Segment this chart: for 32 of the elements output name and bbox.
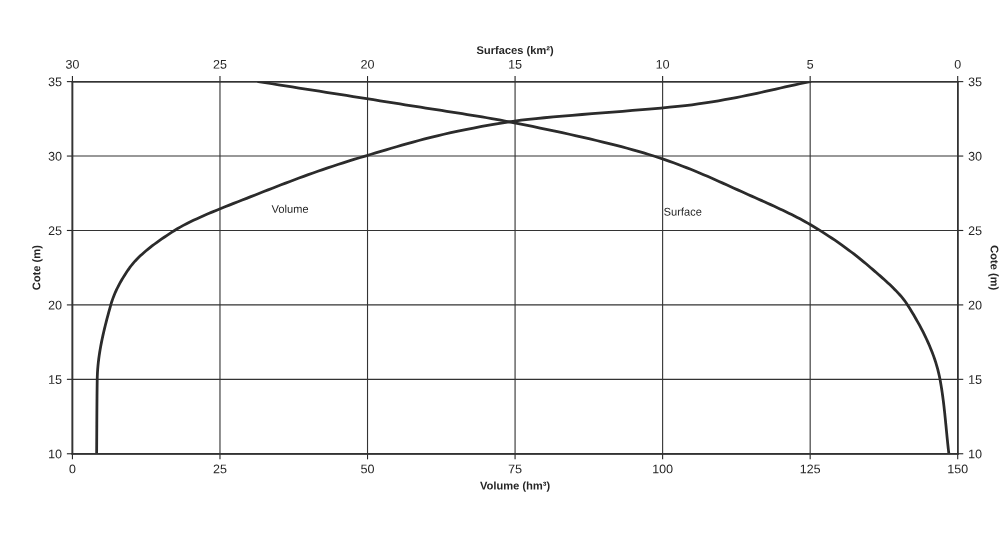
x-tick-label: 75 bbox=[508, 464, 522, 474]
x-tick-label: 50 bbox=[361, 464, 374, 474]
annotation: Surface bbox=[664, 207, 702, 216]
x2-tick-label: 10 bbox=[656, 59, 670, 69]
y-tick-label: 20 bbox=[48, 300, 62, 310]
x2-tick-label: 0 bbox=[954, 59, 961, 69]
y2-tick-label: 10 bbox=[969, 449, 982, 459]
x-tick-label: 150 bbox=[948, 464, 968, 474]
x-tick-label: 0 bbox=[69, 464, 76, 474]
x-tick-label: 125 bbox=[800, 464, 821, 474]
y2-axis-title: Cote (m) bbox=[988, 245, 999, 290]
annotation: Volume bbox=[271, 204, 309, 213]
y-tick-label: 30 bbox=[48, 151, 62, 161]
x-tick-label: 100 bbox=[653, 464, 673, 474]
x-axis-title: Volume (hm³) bbox=[480, 481, 550, 492]
y2-tick-label: 15 bbox=[969, 375, 982, 384]
y2-tick-label: 25 bbox=[968, 226, 982, 236]
y-tick-label: 15 bbox=[49, 375, 62, 384]
x2-tick-label: 30 bbox=[65, 59, 79, 69]
x2-axis-title: Surfaces (km²) bbox=[476, 45, 554, 57]
y-tick-label: 10 bbox=[49, 449, 62, 459]
y-tick-label: 25 bbox=[48, 226, 62, 236]
y-axis-title: Cote (m) bbox=[32, 245, 43, 290]
x2-tick-label: 25 bbox=[213, 59, 227, 69]
y2-tick-label: 20 bbox=[968, 300, 982, 310]
y2-tick-label: 30 bbox=[968, 151, 982, 161]
x2-tick-label: 15 bbox=[509, 60, 522, 69]
x-tick-label: 25 bbox=[213, 464, 227, 474]
x2-tick-label: 20 bbox=[361, 59, 374, 69]
y2-tick-label: 35 bbox=[968, 77, 982, 87]
x2-tick-label: 5 bbox=[807, 60, 814, 69]
y-tick-label: 35 bbox=[48, 77, 62, 87]
